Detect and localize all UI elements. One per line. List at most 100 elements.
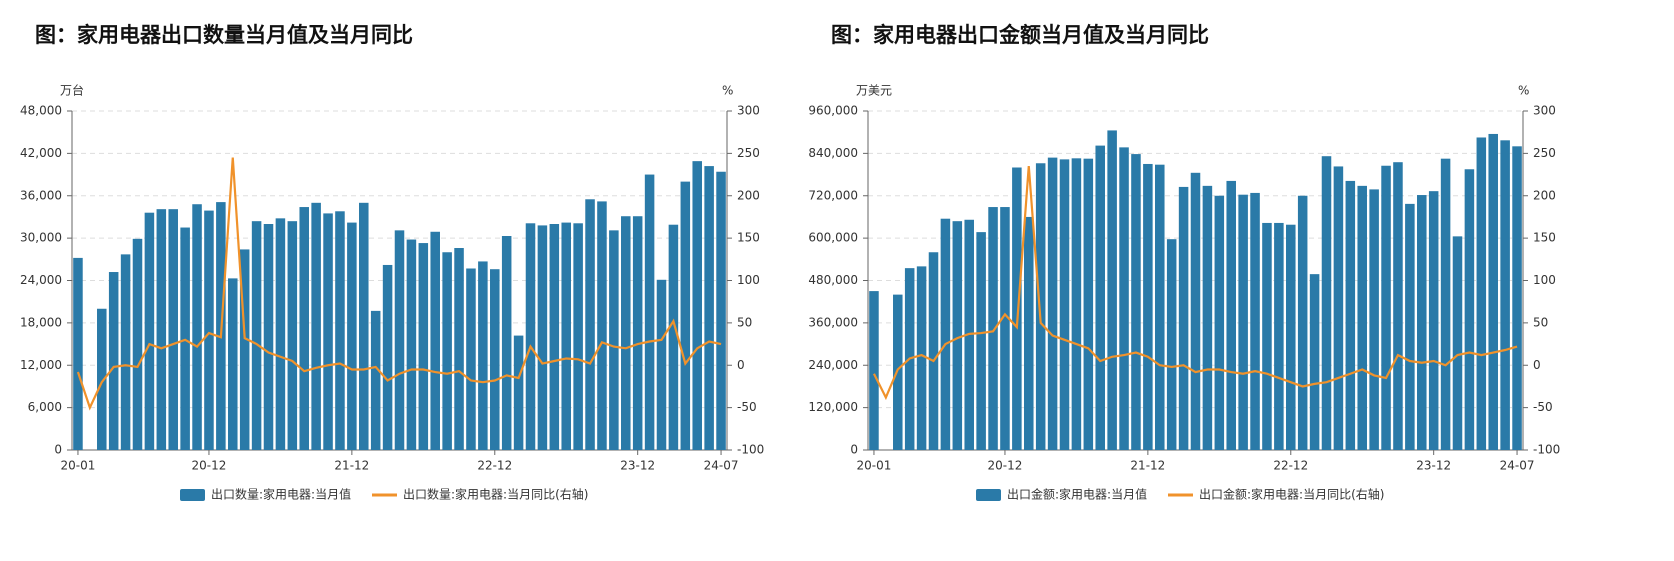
bar xyxy=(1131,154,1141,451)
y2-tick-label: 300 xyxy=(1533,104,1556,118)
bar xyxy=(1143,163,1153,450)
bar xyxy=(490,269,500,450)
bar xyxy=(680,181,691,450)
bar xyxy=(525,223,536,450)
y-tick-label: 42,000 xyxy=(20,146,62,160)
x-tick-label: 24-07 xyxy=(704,459,739,473)
y2-tick-label: -50 xyxy=(737,400,757,414)
legend-swatch xyxy=(976,489,1001,501)
bar xyxy=(585,199,595,450)
bar xyxy=(192,204,202,450)
bar xyxy=(621,216,631,450)
bar xyxy=(466,268,476,450)
x-tick-label: 21-12 xyxy=(334,459,369,473)
bar xyxy=(287,221,298,450)
bar xyxy=(597,201,607,450)
y-tick-label: 30,000 xyxy=(20,231,62,245)
x-tick-label: 20-12 xyxy=(988,459,1023,473)
y2-tick-label: 100 xyxy=(737,273,760,287)
x-tick-label: 20-01 xyxy=(857,459,892,473)
y-tick-label: 360,000 xyxy=(808,315,858,329)
bar xyxy=(156,209,167,450)
y-axis-label: 万台 xyxy=(60,83,84,98)
bar xyxy=(347,222,357,450)
bar xyxy=(1512,146,1522,450)
bar xyxy=(1297,195,1308,450)
bar xyxy=(656,279,667,450)
bar xyxy=(1095,145,1105,450)
bar xyxy=(1024,216,1034,450)
bar xyxy=(370,310,381,450)
y2-tick-label: 0 xyxy=(1533,358,1541,372)
bar xyxy=(239,249,250,450)
y-tick-label: 18,000 xyxy=(20,315,62,329)
chart-title: 图：家用电器出口数量当月值及当月同比 xyxy=(35,23,413,47)
bar xyxy=(204,210,214,450)
bar xyxy=(1440,158,1451,450)
y2-tick-label: 50 xyxy=(1533,315,1548,329)
bar xyxy=(263,224,274,450)
y2-tick-label: 250 xyxy=(737,146,760,160)
bar xyxy=(1119,147,1129,450)
x-tick-label: 22-12 xyxy=(477,459,512,473)
bar xyxy=(335,211,345,450)
y2-tick-label: 50 xyxy=(737,315,752,329)
bar xyxy=(1238,194,1248,450)
bar xyxy=(1357,185,1367,451)
bar xyxy=(1428,191,1439,451)
y2-tick-label: 150 xyxy=(737,231,760,245)
bar xyxy=(976,232,986,450)
bar xyxy=(1369,189,1379,451)
bar xyxy=(1178,186,1189,450)
bar xyxy=(952,221,963,450)
bar xyxy=(394,230,405,450)
bar xyxy=(1488,133,1498,450)
bar xyxy=(418,243,429,450)
x-tick-label: 20-01 xyxy=(61,459,96,473)
legend-label: 出口金额:家用电器:当月值 xyxy=(1007,487,1147,502)
bar xyxy=(1035,163,1046,450)
y-tick-label: 48,000 xyxy=(20,104,62,118)
y-tick-label: 840,000 xyxy=(808,146,858,160)
bar xyxy=(1202,185,1213,451)
bar xyxy=(916,266,927,450)
x-tick-label: 23-12 xyxy=(1416,459,1451,473)
y-tick-label: 600,000 xyxy=(808,231,858,245)
chart-title: 图：家用电器出口金额当月值及当月同比 xyxy=(831,23,1209,47)
y2-tick-label: 300 xyxy=(737,104,760,118)
y2-axis-label: % xyxy=(1518,84,1529,98)
bar xyxy=(454,248,464,450)
bar xyxy=(1083,158,1094,450)
bar xyxy=(168,209,178,450)
bar xyxy=(716,171,726,451)
bar xyxy=(573,223,583,450)
y-tick-label: 36,000 xyxy=(20,188,62,202)
bar xyxy=(382,264,393,450)
y2-tick-label: 200 xyxy=(737,188,760,202)
x-tick-label: 24-07 xyxy=(1500,459,1535,473)
bar xyxy=(228,278,238,450)
y-tick-label: 0 xyxy=(54,443,62,457)
bar xyxy=(1405,203,1415,450)
bar xyxy=(73,257,83,450)
bar xyxy=(108,272,119,450)
bar xyxy=(501,236,512,450)
bar xyxy=(692,161,702,451)
bar xyxy=(311,202,321,450)
bar xyxy=(275,218,286,450)
y-tick-label: 720,000 xyxy=(808,188,858,202)
bar xyxy=(940,218,951,450)
bar xyxy=(478,261,488,450)
bar xyxy=(561,222,571,450)
y2-tick-label: -100 xyxy=(737,443,764,457)
bar xyxy=(1345,180,1356,450)
bar xyxy=(988,207,998,450)
x-tick-label: 23-12 xyxy=(620,459,655,473)
bar xyxy=(1262,222,1272,450)
bar xyxy=(359,202,369,450)
y2-tick-label: 250 xyxy=(1533,146,1556,160)
bar xyxy=(1214,195,1225,450)
bar xyxy=(1500,140,1510,450)
bar xyxy=(1047,157,1058,451)
